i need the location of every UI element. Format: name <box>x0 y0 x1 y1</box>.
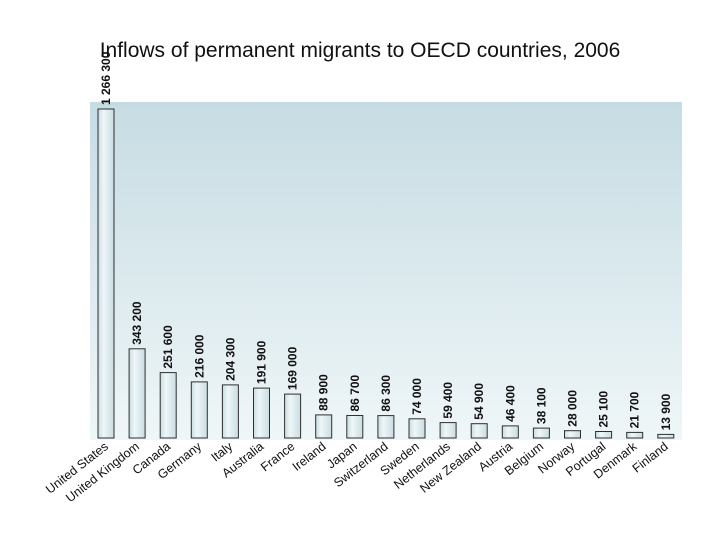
bar-united-kingdom <box>128 348 146 439</box>
value-label-norway: 28 000 <box>566 390 580 427</box>
value-labels-group: 1 266 300 343 200 251 600 216 000 204 300 191… <box>99 51 673 430</box>
value-label-sweden: 74 000 <box>410 378 424 415</box>
category-label-finland: Finland <box>630 439 671 475</box>
value-label-japan: 86 700 <box>348 374 362 411</box>
bar-austria <box>501 425 519 439</box>
bar-new-zealand <box>470 423 488 439</box>
bar-germany <box>190 381 208 439</box>
chart-title: Inflows of permanent migrants to OECD co… <box>99 39 621 62</box>
category-label-france: France <box>258 439 297 474</box>
value-label-canada: 251 600 <box>161 325 175 369</box>
bar-canada <box>159 372 177 439</box>
bar-switzerland <box>377 415 395 439</box>
bar-japan <box>346 415 364 439</box>
bar-sweden <box>408 418 426 439</box>
value-label-finland: 13 900 <box>659 393 673 430</box>
value-label-australia: 191 900 <box>255 340 269 384</box>
bar-finland <box>657 433 675 439</box>
value-label-united-states: 1 266 300 <box>99 51 113 105</box>
value-label-france: 169 000 <box>286 346 300 390</box>
value-label-new-zealand: 54 900 <box>472 383 486 420</box>
value-label-portugal: 25 100 <box>597 390 611 427</box>
bar-ireland <box>315 414 333 439</box>
bar-france <box>284 393 302 439</box>
category-label-ireland: Ireland <box>290 439 329 474</box>
bar-denmark <box>626 431 644 439</box>
value-label-italy: 204 300 <box>223 337 237 381</box>
bar-netherlands <box>439 422 457 439</box>
value-label-ireland: 88 900 <box>317 374 331 411</box>
bar-belgium <box>532 427 550 439</box>
value-label-denmark: 21 700 <box>628 391 642 428</box>
plot-background <box>90 102 682 440</box>
value-label-united-kingdom: 343 200 <box>130 301 144 345</box>
bar-australia <box>253 387 270 439</box>
value-label-switzerland: 86 300 <box>379 375 393 412</box>
bars-group <box>97 108 675 439</box>
value-label-germany: 216 000 <box>192 334 206 378</box>
bar-portugal <box>595 431 613 439</box>
bar-italy <box>221 384 239 439</box>
bar-united-states <box>97 108 115 439</box>
value-label-belgium: 38 100 <box>534 387 548 424</box>
value-label-austria: 46 400 <box>503 385 517 422</box>
value-label-netherlands: 59 400 <box>441 382 455 419</box>
bar-norway <box>564 430 581 439</box>
